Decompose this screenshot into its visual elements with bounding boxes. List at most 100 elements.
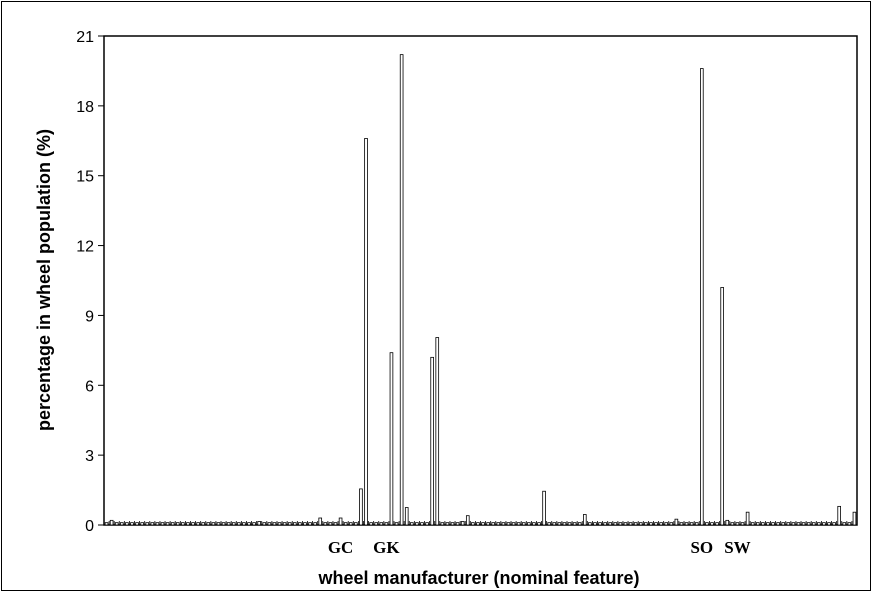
bar	[140, 522, 144, 526]
bar	[766, 522, 770, 526]
bar	[562, 522, 567, 526]
bar	[644, 522, 648, 526]
bar	[120, 522, 124, 526]
bar	[552, 522, 557, 526]
bar	[323, 522, 328, 526]
bar	[181, 522, 185, 526]
bar	[679, 522, 684, 526]
bar	[476, 522, 480, 526]
bar	[633, 522, 638, 526]
y-tick-label: 3	[85, 448, 94, 465]
bar	[583, 514, 587, 526]
bar	[359, 488, 363, 526]
bar	[125, 522, 129, 526]
bar	[542, 490, 546, 526]
bar	[399, 54, 404, 526]
bar	[394, 522, 399, 526]
bar	[689, 522, 694, 526]
bar	[700, 68, 704, 526]
bar	[618, 522, 623, 526]
plot-area-border	[103, 35, 858, 526]
bar	[511, 522, 516, 526]
bar	[852, 511, 857, 526]
bar	[298, 522, 302, 526]
bar	[527, 522, 531, 526]
bar	[211, 522, 216, 526]
bar	[603, 522, 607, 526]
bar	[450, 522, 455, 526]
bar	[404, 507, 409, 526]
bar	[532, 522, 536, 526]
bar	[649, 522, 653, 526]
bar	[608, 522, 613, 526]
bar	[425, 522, 429, 526]
bar	[781, 522, 786, 526]
bar	[750, 522, 755, 526]
bar	[303, 522, 307, 526]
bar	[226, 522, 231, 526]
bar	[811, 522, 816, 526]
bar	[343, 522, 348, 526]
bar	[313, 522, 317, 526]
x-axis-ticks	[103, 521, 858, 525]
bar	[237, 522, 241, 526]
bar	[410, 522, 414, 526]
y-tick-label: 9	[85, 308, 94, 325]
x-category-label: SO	[690, 538, 713, 557]
bar	[415, 522, 419, 526]
bar	[725, 519, 730, 526]
bar	[720, 287, 724, 526]
bar	[822, 522, 826, 526]
bar	[786, 522, 791, 526]
bar	[460, 521, 465, 526]
bar	[537, 522, 541, 526]
bar	[486, 522, 490, 526]
bar	[491, 522, 496, 526]
bar	[755, 522, 760, 526]
bar	[389, 352, 394, 526]
bar	[364, 138, 368, 526]
bar	[420, 522, 424, 526]
bar	[175, 522, 180, 526]
bar	[338, 517, 343, 526]
bar	[435, 337, 440, 526]
bar	[827, 522, 831, 526]
bar	[791, 522, 796, 526]
bar	[659, 522, 663, 526]
bar	[455, 522, 460, 526]
y-axis-title: percentage in wheel population (%)	[34, 129, 54, 431]
bar	[547, 522, 551, 526]
bar	[130, 522, 134, 526]
bar	[374, 522, 378, 526]
bar	[465, 515, 470, 526]
y-tick-label: 12	[76, 239, 94, 256]
bar	[806, 522, 811, 526]
bar	[577, 522, 582, 526]
bar	[155, 522, 160, 526]
bar	[160, 522, 165, 526]
bar	[135, 522, 139, 526]
bar	[318, 517, 323, 526]
bar	[109, 519, 114, 526]
bar	[506, 522, 511, 526]
bar	[242, 522, 246, 526]
bar	[832, 522, 836, 526]
bar	[104, 522, 109, 526]
bar	[333, 522, 338, 526]
bar	[384, 522, 389, 526]
bar	[684, 522, 689, 526]
y-tick-label: 0	[85, 518, 94, 535]
bar	[654, 522, 658, 526]
x-axis-title: wheel manufacturer (nominal feature)	[317, 568, 639, 588]
bar	[730, 522, 735, 526]
x-category-labels: GC GK SO SW	[328, 538, 751, 557]
bar	[817, 522, 821, 526]
bar	[186, 522, 190, 526]
bar	[776, 522, 780, 526]
bar	[379, 522, 384, 526]
bar	[257, 521, 261, 526]
bar	[598, 522, 602, 526]
bar	[735, 522, 740, 526]
bar	[557, 522, 562, 526]
bar	[267, 522, 272, 526]
